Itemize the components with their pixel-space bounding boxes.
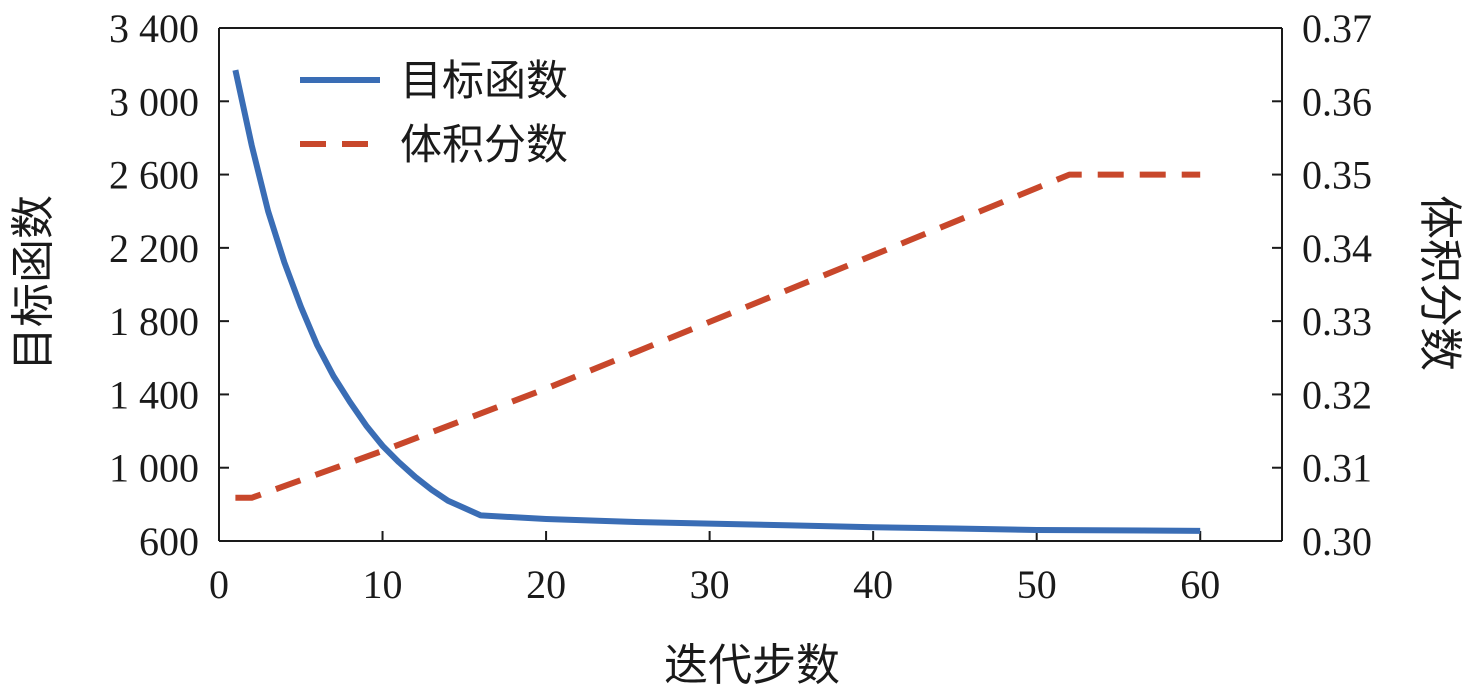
x-axis-ticks: 0 10 20 30 40 50 60 bbox=[209, 531, 1220, 607]
right-y-tick-label: 0.30 bbox=[1302, 519, 1372, 564]
x-tick-label: 20 bbox=[526, 562, 566, 607]
left-y-tick-label: 600 bbox=[139, 519, 199, 564]
x-tick-label: 0 bbox=[209, 562, 229, 607]
left-y-tick-label: 1 000 bbox=[109, 446, 199, 491]
plot-frame bbox=[218, 27, 1283, 542]
x-tick-label: 40 bbox=[853, 562, 893, 607]
left-y-tick-label: 2 200 bbox=[109, 226, 199, 271]
right-y-tick-label: 0.34 bbox=[1302, 226, 1372, 271]
left-y-axis-title: 目标函数 bbox=[8, 195, 59, 371]
right-y-tick-label: 0.32 bbox=[1302, 372, 1372, 417]
x-tick-label: 30 bbox=[690, 562, 730, 607]
series-line-1 bbox=[232, 69, 1201, 534]
right-y-tick-label: 0.31 bbox=[1302, 446, 1372, 491]
x-tick-label: 10 bbox=[363, 562, 403, 607]
left-y-axis-ticks: 600 1 000 1 400 1 800 2 200 2 600 3 000 3 400 bbox=[109, 6, 229, 564]
right-y-tick-label: 0.33 bbox=[1302, 299, 1372, 344]
left-y-tick-label: 2 600 bbox=[109, 153, 199, 198]
x-tick-label: 50 bbox=[1017, 562, 1057, 607]
legend-label-1: 目标函数 bbox=[400, 56, 568, 105]
left-y-tick-label: 3 000 bbox=[109, 79, 199, 124]
right-y-tick-label: 0.35 bbox=[1302, 153, 1372, 198]
right-y-axis-title: 体积分数 bbox=[1414, 195, 1465, 371]
right-y-axis-ticks: 0.30 0.31 0.32 0.33 0.34 0.35 0.36 0.37 bbox=[1272, 6, 1372, 564]
left-y-tick-label: 1 800 bbox=[109, 299, 199, 344]
series-line-2 bbox=[235, 171, 1201, 501]
x-tick-label: 60 bbox=[1180, 562, 1220, 607]
left-y-tick-label: 3 400 bbox=[109, 6, 199, 51]
left-y-tick-label: 1 400 bbox=[109, 372, 199, 417]
legend-label-2: 体积分数 bbox=[400, 120, 568, 169]
right-y-tick-label: 0.37 bbox=[1302, 6, 1372, 51]
right-y-tick-label: 0.36 bbox=[1302, 79, 1372, 124]
series-layer bbox=[232, 69, 1201, 534]
x-axis-title: 迭代步数 bbox=[664, 640, 840, 691]
